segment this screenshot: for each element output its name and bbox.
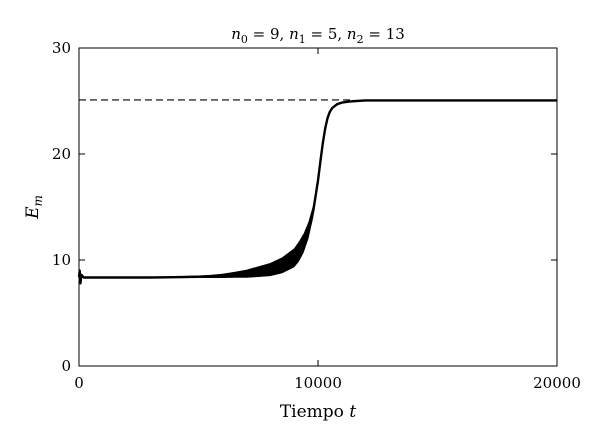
x-tick-label: 10000: [294, 374, 342, 392]
y-tick-label: 30: [52, 39, 71, 57]
y-tick-label: 10: [52, 251, 71, 269]
x-axis-label: Tiempo t: [280, 402, 356, 422]
series-line-0: [77, 99, 557, 285]
y-tick-label: 0: [61, 357, 71, 375]
axis-tick-labels: 0 10000 20000 0 10 20 30: [52, 39, 581, 392]
y-axis-label: Em: [23, 195, 45, 220]
chart-title: n0 = 9, n1 = 5, n2 = 13: [231, 25, 405, 46]
plot-frame: [78, 47, 558, 367]
x-tick-label: 20000: [533, 374, 581, 392]
axis-ticks: [78, 47, 558, 367]
series-group: [77, 99, 557, 285]
x-tick-label: 0: [74, 374, 84, 392]
y-tick-label: 20: [52, 145, 71, 163]
series-band-0: [79, 99, 557, 284]
